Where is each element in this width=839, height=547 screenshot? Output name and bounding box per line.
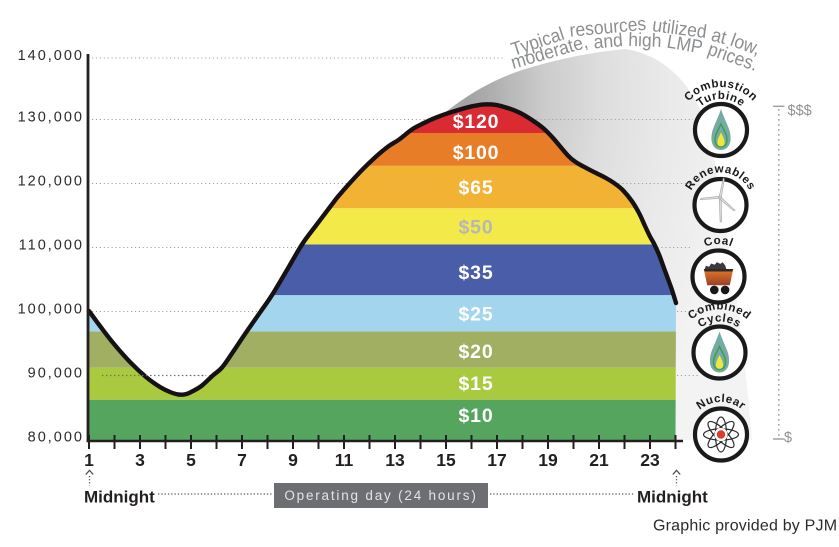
svg-text:$20: $20 [459, 341, 494, 363]
svg-text:$50: $50 [459, 217, 494, 239]
svg-text:$100: $100 [453, 142, 500, 164]
svg-text:19: 19 [538, 450, 558, 470]
svg-text:Coal: Coal [703, 235, 735, 250]
svg-text:high: high [628, 30, 662, 52]
svg-text:Graphic provided by PJM: Graphic provided by PJM [653, 518, 837, 535]
svg-text:21: 21 [589, 450, 609, 470]
svg-text:9: 9 [288, 450, 298, 470]
svg-text:5: 5 [186, 450, 196, 470]
svg-text:Midnight: Midnight [84, 488, 155, 507]
svg-text:90,000: 90,000 [28, 366, 84, 382]
svg-text:130,000: 130,000 [18, 110, 84, 126]
svg-text:110,000: 110,000 [19, 238, 84, 254]
svg-text:13: 13 [385, 450, 405, 470]
svg-text:$120: $120 [453, 111, 500, 133]
svg-text:$$$: $$$ [788, 103, 812, 119]
svg-text:15: 15 [436, 450, 456, 470]
svg-text:Operating day (24 hours): Operating day (24 hours) [284, 488, 477, 503]
svg-text:23: 23 [640, 450, 660, 470]
svg-text:$: $ [784, 430, 792, 446]
svg-text:7: 7 [237, 450, 247, 470]
svg-text:17: 17 [487, 450, 506, 470]
svg-text:Turbine: Turbine [695, 90, 747, 109]
svg-text:$15: $15 [459, 373, 494, 395]
svg-text:140,000: 140,000 [18, 48, 84, 64]
svg-text:Midnight: Midnight [637, 488, 708, 507]
svg-text:$25: $25 [459, 304, 494, 326]
svg-text:Cycles: Cycles [696, 312, 743, 330]
svg-text:11: 11 [335, 450, 354, 470]
svg-text:$65: $65 [459, 177, 494, 199]
svg-text:$10: $10 [459, 405, 494, 427]
svg-text:3: 3 [135, 450, 145, 470]
svg-text:80,000: 80,000 [28, 430, 84, 446]
svg-text:$35: $35 [459, 262, 494, 284]
svg-text:and: and [593, 30, 624, 53]
svg-text:100,000: 100,000 [18, 302, 84, 318]
svg-text:1: 1 [84, 450, 94, 470]
svg-text:at: at [709, 25, 729, 49]
svg-text:120,000: 120,000 [18, 174, 84, 190]
